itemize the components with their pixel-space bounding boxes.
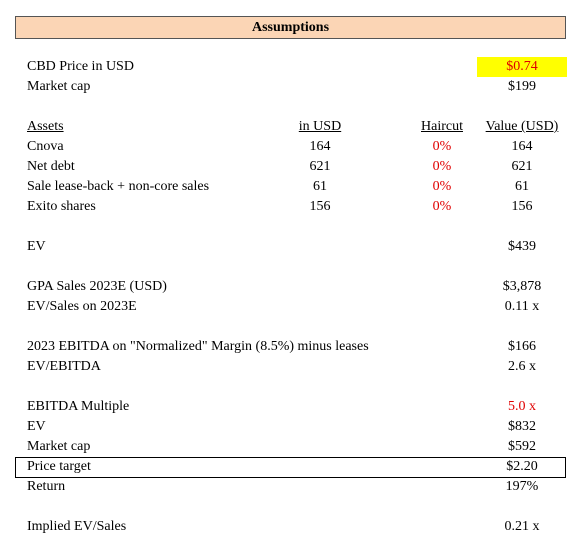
table-cell: 621 bbox=[511, 159, 533, 174]
table-cell: 156 bbox=[309, 199, 331, 214]
row-value: $166 bbox=[508, 339, 536, 354]
row-value: $439 bbox=[508, 239, 536, 254]
row-value: $3,878 bbox=[502, 279, 542, 294]
row-label: EV bbox=[27, 239, 46, 254]
column-header: in USD bbox=[298, 119, 342, 134]
table-cell: Net debt bbox=[27, 159, 75, 174]
row-label: Return bbox=[27, 479, 66, 494]
table-cell: 0% bbox=[432, 159, 452, 174]
table-cell: 0% bbox=[432, 199, 452, 214]
row-value: $832 bbox=[508, 419, 536, 434]
table-cell: Cnova bbox=[27, 139, 64, 154]
table-cell: 621 bbox=[309, 159, 331, 174]
row-value: 0.21 x bbox=[504, 519, 540, 534]
row-label: Market cap bbox=[27, 79, 91, 94]
table-cell: Sale lease-back + non-core sales bbox=[27, 179, 210, 194]
column-header: Haircut bbox=[421, 119, 463, 134]
row-value: $0.74 bbox=[506, 59, 538, 74]
row-label: 2023 EBITDA on "Normalized" Margin (8.5%… bbox=[27, 339, 369, 354]
row-label: EBITDA Multiple bbox=[27, 399, 130, 414]
row-value: $592 bbox=[508, 439, 536, 454]
table-cell: 61 bbox=[313, 179, 327, 194]
row-label: EV bbox=[27, 419, 46, 434]
header-bar: Assumptions bbox=[15, 16, 566, 39]
table-cell: 156 bbox=[511, 199, 533, 214]
table-cell: Exito shares bbox=[27, 199, 96, 214]
row-label: Implied EV/Sales bbox=[27, 519, 127, 534]
table-cell: 164 bbox=[511, 139, 533, 154]
table-cell: 61 bbox=[515, 179, 529, 194]
row-value: 197% bbox=[505, 479, 539, 494]
column-header: Value (USD) bbox=[485, 119, 559, 134]
table-cell: 0% bbox=[432, 139, 452, 154]
column-header: Assets bbox=[27, 119, 64, 134]
table-cell: 0% bbox=[432, 179, 452, 194]
highlight bbox=[477, 57, 567, 77]
row-label: CBD Price in USD bbox=[27, 59, 134, 74]
row-value: $2.20 bbox=[506, 459, 538, 474]
price-target-box bbox=[15, 457, 566, 478]
row-label: GPA Sales 2023E (USD) bbox=[27, 279, 167, 294]
row-value: $199 bbox=[508, 79, 536, 94]
row-label: Price target bbox=[27, 459, 91, 474]
table-cell: 164 bbox=[309, 139, 331, 154]
row-label: EV/Sales on 2023E bbox=[27, 299, 137, 314]
row-label: Market cap bbox=[27, 439, 91, 454]
row-label: EV/EBITDA bbox=[27, 359, 101, 374]
row-value: 2.6 x bbox=[508, 359, 536, 374]
row-value: 0.11 x bbox=[504, 299, 540, 314]
row-value: 5.0 x bbox=[508, 399, 536, 414]
